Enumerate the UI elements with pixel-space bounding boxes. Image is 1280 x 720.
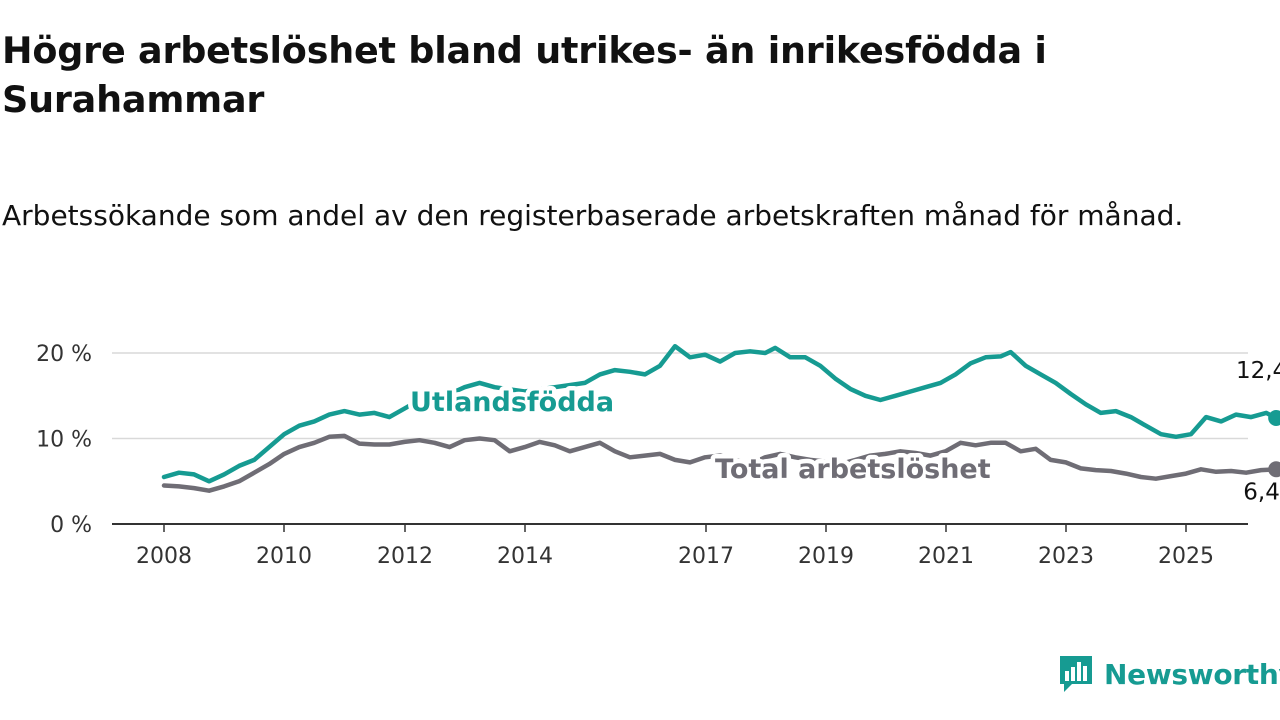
series-label-utlandsfodda: Utlandsfödda (410, 387, 614, 418)
series-line-utlandsfodda (161, 343, 1279, 484)
end-point-total-arbetsloshet (1268, 461, 1280, 478)
x-tick-label: 2010 (256, 544, 312, 569)
series-line-total-arbetsloshet (161, 433, 1279, 493)
end-value-label-utlandsfodda: 12,4 % (1236, 358, 1280, 384)
x-tick-label: 2017 (678, 544, 734, 569)
grid-lines (112, 352, 1248, 440)
x-tick-label: 2014 (497, 544, 553, 569)
chart-title: Högre arbetslöshet bland utrikes- än inr… (2, 29, 1047, 121)
end-value-label-total-arbetsloshet: 6,4 % (1243, 479, 1280, 505)
x-tick-label: 2023 (1038, 544, 1094, 569)
newsworthy-logo-icon (1060, 656, 1092, 692)
y-tick-label: 10 % (36, 428, 92, 453)
x-tick-label: 2012 (377, 544, 433, 569)
x-tick-label: 2019 (798, 544, 854, 569)
series-lines (161, 343, 1279, 493)
x-tick-label: 2021 (918, 544, 974, 569)
series-label-total-arbetsloshet: Total arbetslöshet (715, 454, 991, 485)
newsworthy-logo: Newsworthy (1058, 654, 1280, 694)
y-tick-label: 20 % (36, 342, 92, 367)
x-axis: 2008 2010 2012 2014 2017 2019 2021 2023 2025 (112, 523, 1248, 569)
series-annotations: Utlandsfödda Total arbetslöshet 12,4 % 6,4 … (406, 355, 1280, 508)
chart-subtitle: Arbetssökande som andel av den registerb… (2, 199, 1184, 232)
x-tick-label: 2025 (1158, 544, 1214, 569)
y-tick-label: 0 % (50, 513, 92, 538)
y-axis-tick-labels: 0 % 10 % 20 % (36, 342, 92, 538)
x-tick-label: 2008 (136, 544, 192, 569)
end-point-utlandsfodda (1268, 409, 1280, 426)
newsworthy-brand-name: Newsworthy (1104, 657, 1280, 691)
